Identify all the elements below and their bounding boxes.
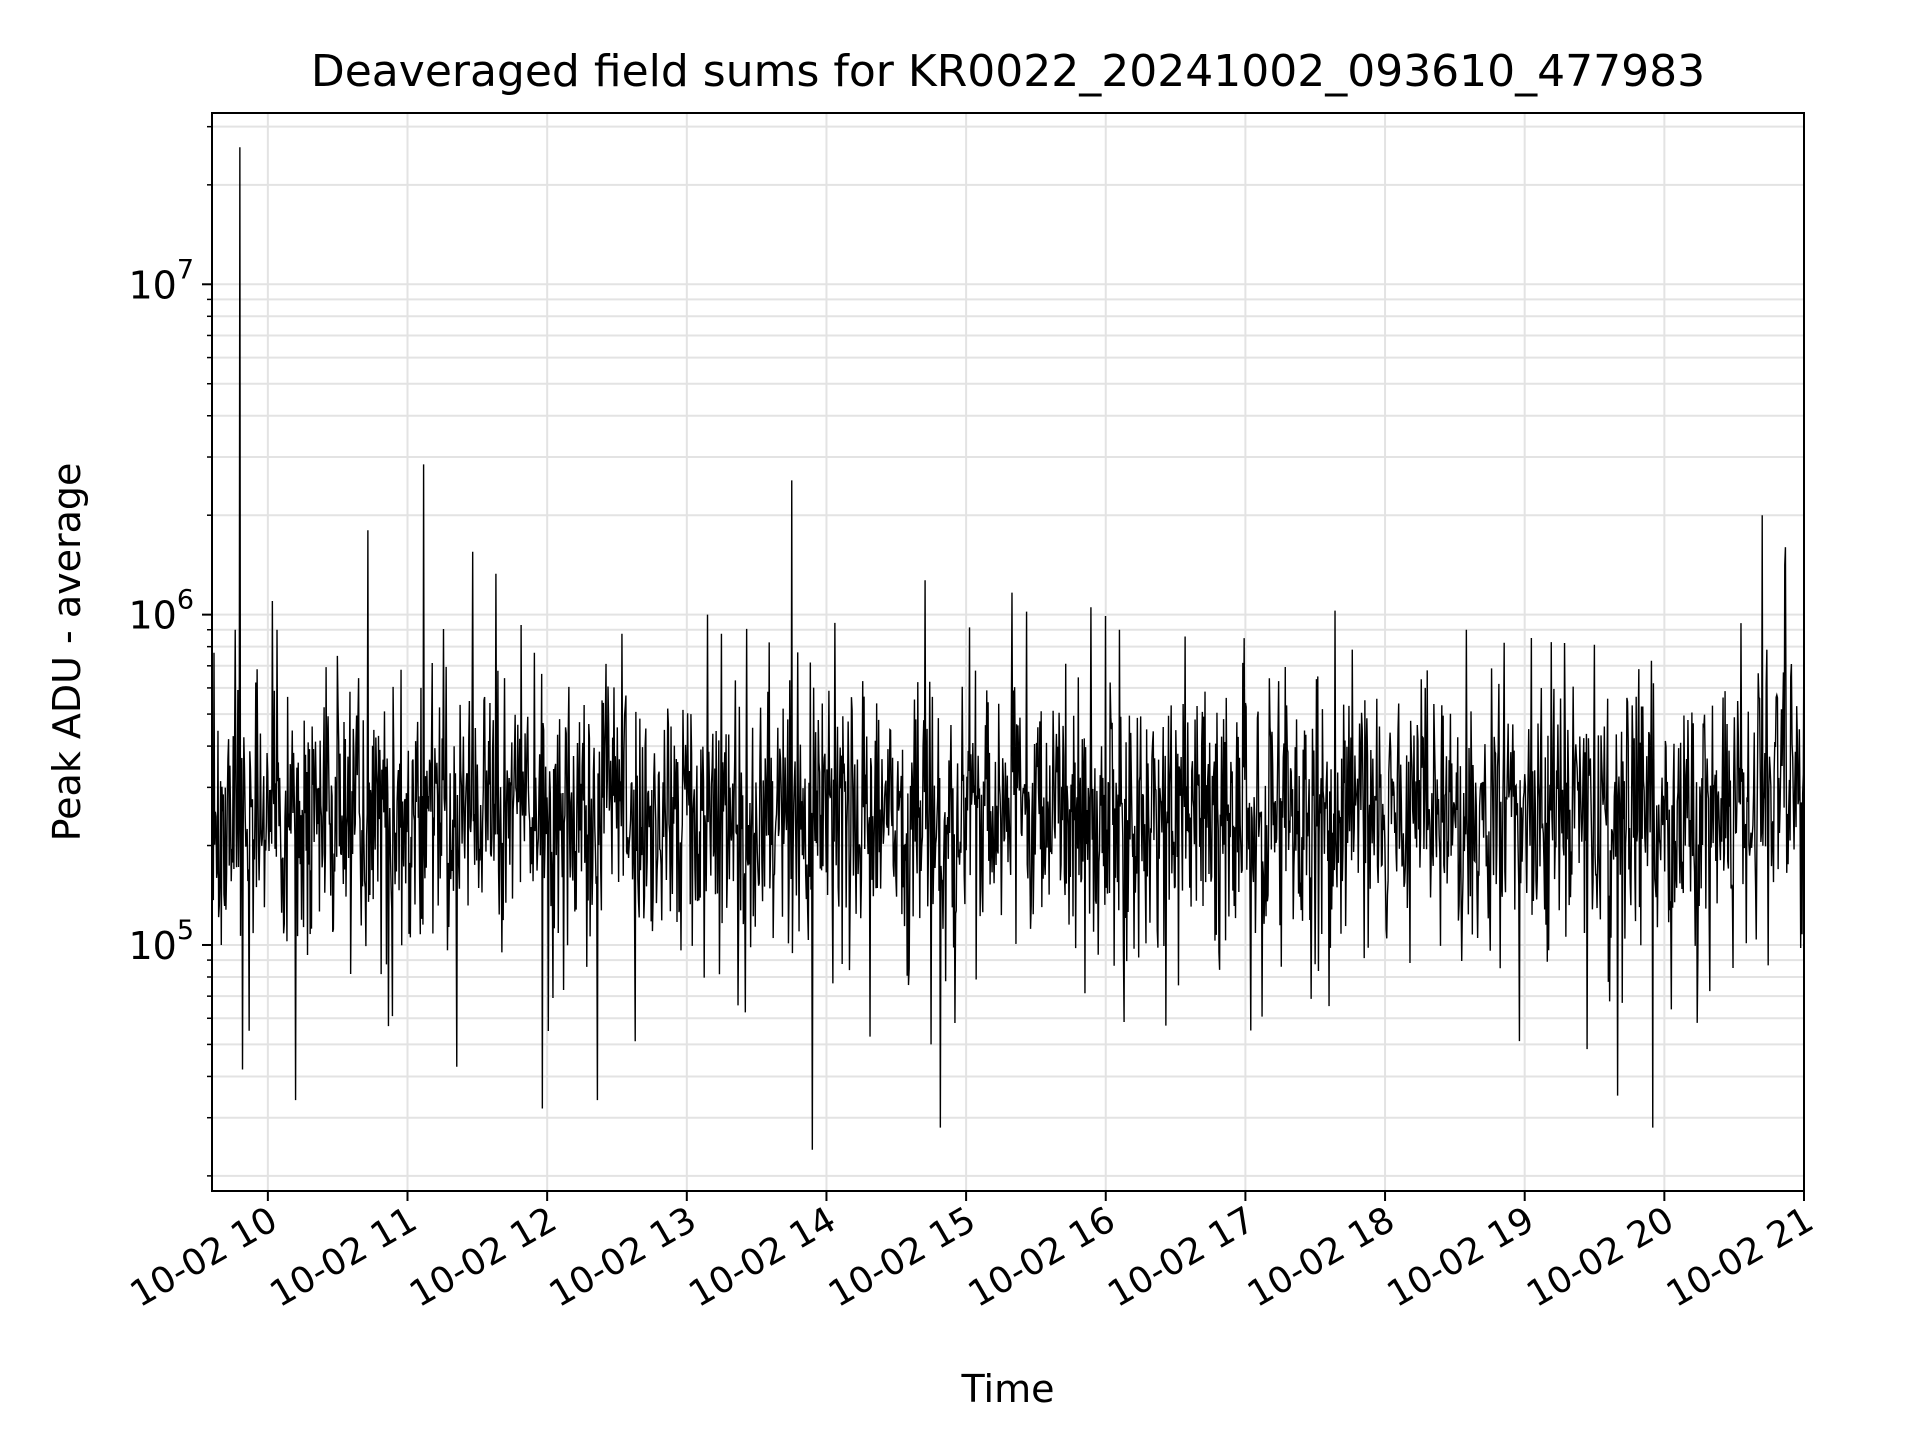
series-line-group [211,147,1805,1150]
y-axis-label: Peak ADU - average [45,463,89,842]
y-tick-label-exponent: 5 [177,915,194,946]
plot-frame [211,112,1805,1192]
y-tick-label: 105 [128,915,194,968]
x-axis-label: Time [961,1367,1055,1411]
chart-title: Deaveraged field sums for KR0022_2024100… [311,46,1705,97]
y-tick-label-exponent: 6 [177,585,194,616]
series-line [211,147,1805,1150]
ticks [202,125,1805,1201]
y-tick-label-exponent: 7 [177,254,194,285]
